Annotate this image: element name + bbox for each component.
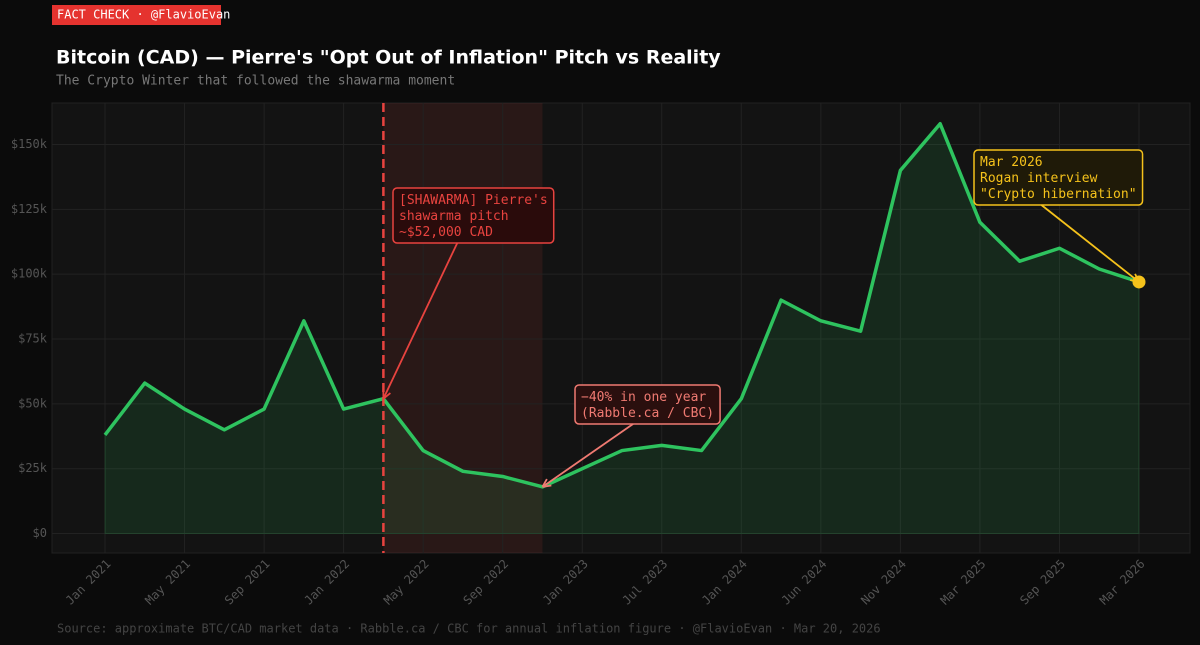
annotation-line: Rogan interview — [980, 171, 1098, 186]
chart-subtitle: The Crypto Winter that followed the shaw… — [56, 74, 455, 89]
annotation-text: −40% in one year (Rabble.ca / CBC) — [581, 390, 714, 421]
y-tick-label: $150k — [11, 137, 48, 151]
annotation: −40% in one year (Rabble.ca / CBC) — [541, 384, 721, 488]
annotation-box — [574, 384, 721, 425]
highlight-region — [383, 103, 543, 553]
annotation-line: "Crypto hibernation" — [980, 187, 1137, 202]
y-tick-label: $100k — [11, 267, 48, 281]
annotation-box — [392, 187, 555, 244]
annotation-arrowhead — [1130, 273, 1140, 283]
annotation-line: ~$52,000 CAD — [399, 225, 493, 240]
annotation-line: shawarma pitch — [399, 209, 509, 224]
annotation-line: −40% in one year — [581, 390, 706, 405]
annotation-line: Mar 2026 — [980, 155, 1043, 170]
annotation-text: [SHAWARMA] Pierre's shawarma pitch ~$52,00… — [399, 193, 548, 240]
line — [103, 121, 1140, 489]
annotation-arrow — [382, 242, 459, 400]
annotation-text: Mar 2026 Rogan interview "Crypto hibernati… — [980, 155, 1137, 202]
annotation-arrow — [541, 423, 634, 488]
badge-bg — [52, 5, 221, 25]
annotation-arrow — [1040, 204, 1140, 283]
y-tick-label: $125k — [11, 202, 48, 216]
source: Source: approximate BTC/CAD market data … — [57, 622, 881, 636]
y-tick-label: $0 — [33, 526, 47, 540]
y-tick-label: $75k — [18, 332, 48, 346]
chart-title: Bitcoin (CAD) — Pierre's "Opt Out of Inf… — [56, 47, 721, 69]
annotation-box — [973, 149, 1144, 206]
annotation-line: [SHAWARMA] Pierre's — [399, 193, 548, 208]
y-tick-label: $25k — [18, 461, 48, 475]
y-tick-label: $50k — [18, 396, 48, 410]
annotation-line: (Rabble.ca / CBC) — [581, 406, 714, 421]
annotation: [SHAWARMA] Pierre's shawarma pitch ~$52,00… — [382, 187, 555, 400]
annotation-arrowhead — [382, 389, 391, 400]
annotation-arrowhead — [541, 478, 552, 488]
badge: FACT CHECK · @FlavioEvan — [57, 8, 230, 22]
annotation: Mar 2026 Rogan interview "Crypto hibernati… — [973, 149, 1144, 283]
